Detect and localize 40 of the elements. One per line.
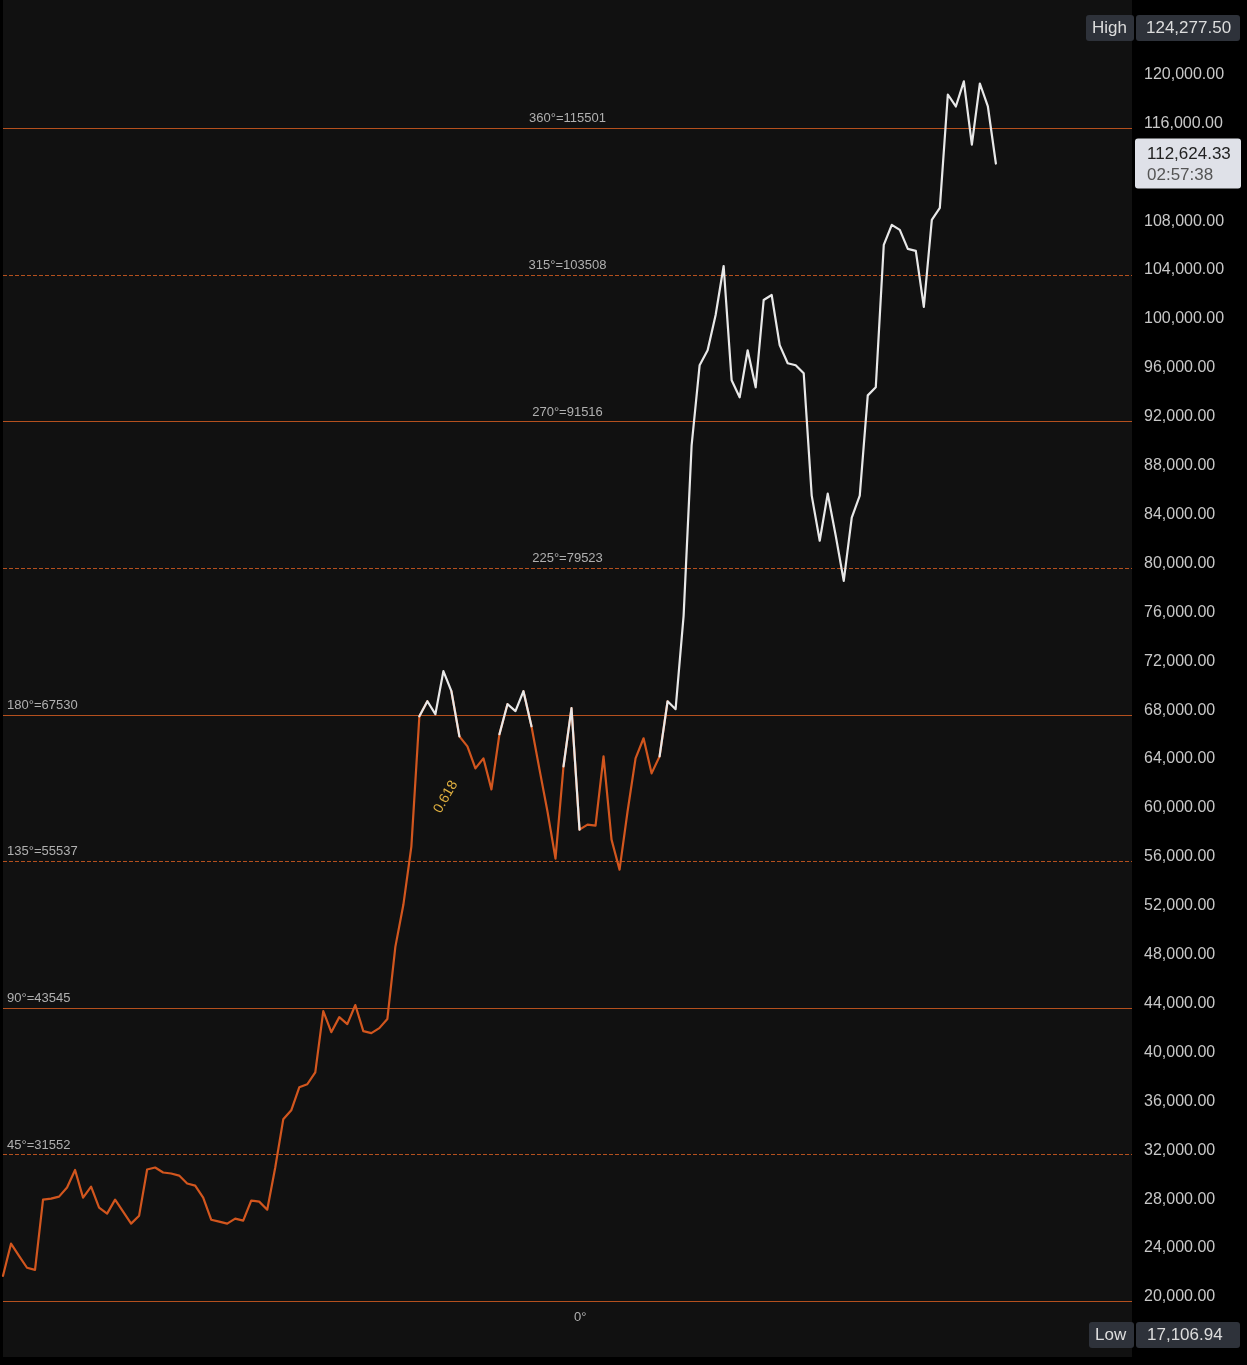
text: 17,106.94 <box>1147 1325 1223 1344</box>
y-tick-label: 36,000.00 <box>1144 1091 1216 1109</box>
y-tick-label: 108,000.00 <box>1144 211 1225 229</box>
y-tick-label: 72,000.00 <box>1144 651 1216 669</box>
annotation: Low <box>1095 1325 1127 1344</box>
y-tick-label: 68,000.00 <box>1144 700 1216 718</box>
y-tick-label: 32,000.00 <box>1144 1140 1216 1158</box>
ref-line-label: 360°=115501 <box>529 110 606 126</box>
y-tick-label: 44,000.00 <box>1144 993 1216 1011</box>
ref-line-label: 225°=79523 <box>532 550 603 566</box>
y-tick-label: 24,000.00 <box>1144 1238 1216 1256</box>
y-tick-label: 100,000.00 <box>1144 309 1225 327</box>
y-tick-label: 92,000.00 <box>1144 407 1216 425</box>
ref-line-label: 270°=91516 <box>532 403 603 419</box>
y-tick-label: 120,000.00 <box>1144 64 1225 82</box>
y-tick-label: 104,000.00 <box>1144 260 1225 278</box>
y-tick-label: 52,000.00 <box>1144 896 1216 914</box>
ref-line-label: 45°=31552 <box>7 1136 71 1152</box>
ref-line-label: 315°=103508 <box>528 256 607 272</box>
text: 02:57:38 <box>1147 164 1214 184</box>
annotation: 0° <box>574 1309 587 1324</box>
y-tick-label: 116,000.00 <box>1144 113 1223 131</box>
y-tick-label: 88,000.00 <box>1144 456 1216 474</box>
y-tick-label: 84,000.00 <box>1144 504 1216 522</box>
y-tick-label: 48,000.00 <box>1144 945 1216 963</box>
y-tick-label: 96,000.00 <box>1144 358 1216 376</box>
y-tick-label: 76,000.00 <box>1144 602 1216 620</box>
ref-line-label: 90°=43545 <box>7 990 71 1006</box>
text: 124,277.50 <box>1146 18 1232 37</box>
y-tick-label: 28,000.00 <box>1144 1189 1216 1207</box>
y-tick-label: 40,000.00 <box>1144 1042 1216 1060</box>
ref-line-label: 180°=67530 <box>7 696 78 712</box>
y-tick-label: 64,000.00 <box>1144 749 1216 767</box>
y-tick-label: 80,000.00 <box>1144 553 1216 571</box>
ref-line-label: 135°=55537 <box>7 843 78 859</box>
y-tick-label: 20,000.00 <box>1144 1287 1216 1305</box>
y-tick-label: 56,000.00 <box>1144 847 1216 865</box>
text: 112,624.33 <box>1147 143 1231 163</box>
annotation: High <box>1092 18 1127 37</box>
y-tick-label: 60,000.00 <box>1144 798 1216 816</box>
